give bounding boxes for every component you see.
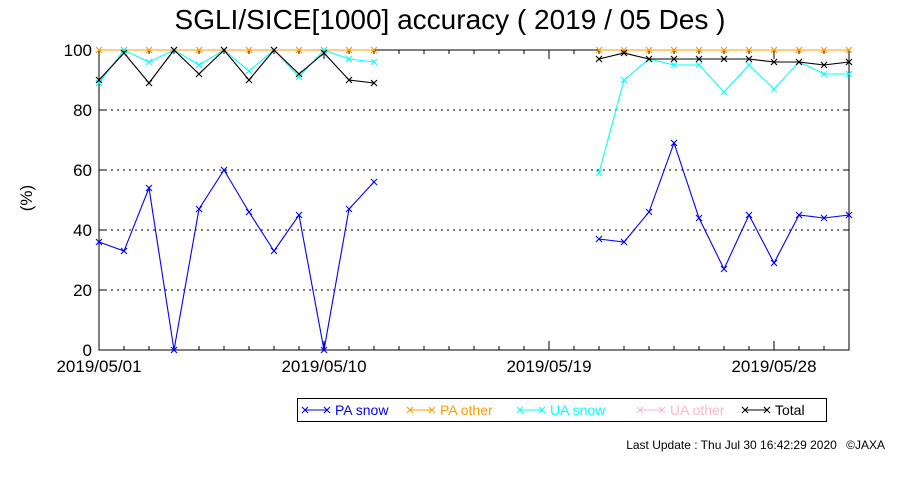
legend-marker-ua-snow [538,406,546,414]
series-line-ua-snow [598,58,849,174]
y-tick-label: 100 [64,41,92,60]
legend-label-pa-snow: PA snow [335,402,389,418]
y-tick-label: 40 [73,221,92,240]
legend [297,398,827,422]
y-tick-label: 20 [73,281,92,300]
series-line-ua-snow [98,49,375,84]
last-update-text: Last Update : Thu Jul 30 16:42:29 2020 [626,438,837,452]
series-line-pa-snow [98,168,375,351]
y-tick-label: 80 [73,101,92,120]
legend-label-ua-other: UA other [670,402,725,418]
x-tick-label: 2019/05/28 [731,357,816,376]
copyright-text: ©JAXA [846,438,885,452]
y-tick-label: 60 [73,161,92,180]
series-line-total [98,49,375,84]
series-line-total [598,52,850,66]
plot-frame [98,49,850,351]
x-tick-label: 2019/05/19 [506,357,591,376]
series-line-ua-other [98,49,375,84]
legend-marker-ua-other [636,406,644,414]
legend-label-ua-snow: UA snow [550,402,606,418]
x-tick-label: 2019/05/01 [56,357,141,376]
legend-label-total: Total [775,402,805,418]
legend-marker-ua-snow [516,406,524,414]
footer: Last Update : Thu Jul 30 16:42:29 2020 ©… [620,438,885,452]
legend-marker-ua-other [658,406,666,414]
legend-label-pa-other: PA other [440,402,493,418]
legend-marker-pa-other [406,406,414,414]
x-tick-label: 2019/05/10 [281,357,366,376]
legend-marker-pa-snow [301,406,309,414]
legend-marker-pa-other [428,406,436,414]
legend-marker-total [741,406,749,414]
legend-marker-total [763,406,771,414]
series-line-pa-snow [598,141,850,271]
chart-title: SGLI/SICE[1000] accuracy ( 2019 / 05 Des… [174,4,726,35]
legend-marker-pa-snow [323,406,331,414]
y-tick-label: 0 [83,341,92,360]
